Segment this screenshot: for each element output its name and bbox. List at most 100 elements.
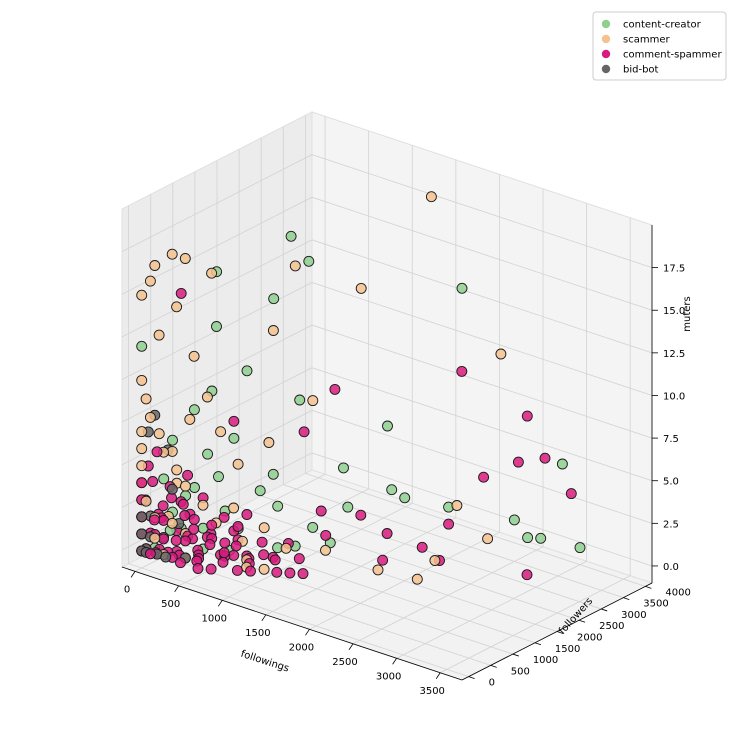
y-gridline (282, 126, 624, 599)
data-point-comment-spammer (269, 554, 281, 566)
data-point-scammer (136, 426, 148, 438)
data-point-comment-spammer (219, 537, 231, 549)
data-point-scammer (136, 443, 148, 455)
data-point-comment-spammer (182, 469, 194, 481)
x-tick-label: 0 (124, 584, 130, 595)
data-point-scammer (140, 495, 152, 507)
z-gridline (121, 282, 653, 396)
x-tick-label: 1000 (202, 613, 227, 624)
data-point-comment-spammer (284, 567, 296, 579)
x-tick-mark (217, 600, 223, 607)
axis-ticks: 0500100015002000250030003500050010001500… (121, 225, 691, 697)
data-point-comment-spammer (258, 549, 270, 561)
data-point-scammer (263, 437, 275, 448)
y-tick-label: 1500 (555, 644, 580, 655)
data-point-content-creator (294, 394, 306, 406)
data-point-comment-spammer (256, 536, 268, 548)
data-point-scammer (171, 301, 183, 313)
data-point-scammer (197, 499, 209, 511)
data-point-comment-spammer (355, 509, 367, 521)
z-tick-label: 17.5 (663, 264, 685, 275)
y-tick-mark (490, 664, 497, 668)
axis-panes (120, 111, 654, 681)
data-point-comment-spammer (241, 509, 253, 520)
data-point-scammer (451, 500, 463, 511)
data-point-scammer (232, 458, 244, 470)
data-point-content-creator (189, 482, 200, 493)
data-point-content-creator (254, 485, 266, 497)
data-point-comment-spammer (521, 569, 533, 581)
data-point-content-creator (522, 532, 534, 544)
data-point-content-creator (386, 484, 398, 496)
y-tick-mark (601, 608, 608, 612)
data-point-scammer (188, 350, 200, 362)
data-point-content-creator (272, 500, 284, 512)
legend-marker (601, 49, 611, 59)
data-point-content-creator (268, 293, 280, 305)
x-tick-label: 2000 (289, 642, 314, 653)
data-point-scammer (228, 502, 240, 514)
y-tick-label: 4000 (665, 587, 690, 598)
z-tick-label: 2.5 (663, 519, 679, 530)
x-tick-label: 2500 (332, 657, 357, 668)
data-point-scammer (171, 464, 183, 476)
data-point-comment-spammer (147, 476, 159, 487)
data-point-scammer (201, 391, 213, 403)
data-point-scammer (411, 573, 423, 585)
legend-label: comment-spammer (623, 50, 722, 61)
data-point-content-creator (167, 434, 178, 446)
y-gridline (304, 115, 646, 587)
data-point-comment-spammer (297, 568, 309, 580)
data-point-scammer (153, 329, 165, 341)
data-point-content-creator (399, 492, 411, 504)
y-tick-label: 0 (489, 678, 495, 689)
z-gridline (121, 239, 653, 354)
data-point-content-creator (307, 521, 319, 533)
data-point-comment-spammer (329, 383, 341, 395)
data-point-content-creator (456, 282, 468, 294)
data-point-scammer (149, 260, 161, 271)
z-gridline (121, 367, 653, 482)
data-point-content-creator (228, 432, 240, 444)
y-gridline (238, 149, 580, 621)
data-point-scammer (495, 348, 507, 360)
data-point-content-creator (202, 448, 214, 460)
data-point-comment-spammer (136, 477, 148, 489)
x-tick-mark (261, 614, 267, 622)
legend-marker (601, 64, 611, 74)
data-point-scammer (144, 411, 156, 423)
data-point-comment-spammer (218, 511, 230, 523)
data-point-comment-spammer (175, 557, 186, 569)
data-point-scammer (258, 563, 270, 575)
data-point-comment-spammer (217, 556, 229, 568)
data-point-scammer (425, 191, 437, 203)
z-gridline (121, 324, 653, 439)
data-point-bid-bot (160, 551, 172, 563)
data-point-comment-spammer (381, 528, 393, 539)
y-tick-label: 2000 (577, 633, 602, 644)
data-point-comment-spammer (228, 415, 240, 427)
x-gridline (309, 174, 500, 630)
z-axis-label: muters (682, 296, 693, 331)
data-point-scammer (140, 393, 152, 405)
data-point-content-creator (535, 532, 547, 544)
y-tick-label: 500 (511, 666, 530, 677)
legend-label: bid-bot (623, 65, 659, 76)
z-tick-label: 15.0 (663, 306, 685, 317)
data-point-scammer (215, 426, 227, 438)
data-point-comment-spammer (179, 510, 191, 521)
y-tick-mark (645, 586, 652, 589)
y-tick-mark (512, 653, 519, 657)
x-gridline (440, 217, 631, 674)
data-point-comment-spammer (232, 521, 244, 532)
legend-marker (601, 34, 611, 44)
data-point-content-creator (382, 420, 393, 432)
data-point-comment-spammer (416, 541, 428, 553)
data-point-comment-spammer (298, 426, 310, 438)
y-tick-mark (623, 597, 630, 601)
data-point-comment-spammer (443, 518, 455, 530)
data-point-comment-spammer (151, 446, 163, 458)
data-point-content-creator (342, 501, 354, 513)
data-point-scammer (320, 544, 331, 556)
data-point-scammer (372, 564, 384, 576)
